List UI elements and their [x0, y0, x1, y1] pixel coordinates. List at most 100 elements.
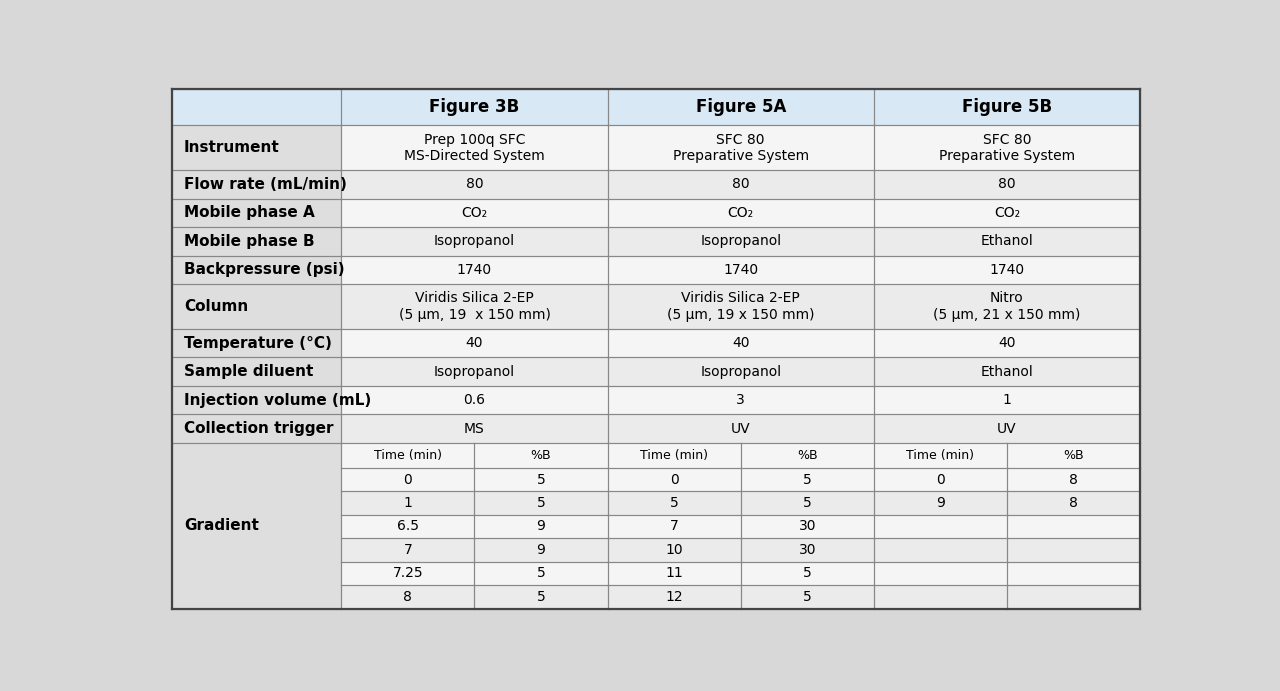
Text: 1: 1 [1002, 393, 1011, 407]
Text: 7: 7 [403, 543, 412, 557]
Bar [342, 443, 475, 468]
Text: 5: 5 [536, 590, 545, 604]
Bar [1007, 538, 1140, 562]
Text: Gradient: Gradient [184, 518, 259, 533]
Bar [741, 443, 874, 468]
Bar [172, 357, 342, 386]
Text: 11: 11 [666, 567, 684, 580]
Bar [342, 198, 608, 227]
Bar [608, 170, 874, 198]
Bar [874, 415, 1140, 443]
Bar [475, 562, 608, 585]
Text: Collection trigger: Collection trigger [184, 421, 333, 436]
Bar [342, 415, 608, 443]
Text: MS: MS [465, 422, 485, 435]
Bar [342, 227, 608, 256]
Bar [1007, 443, 1140, 468]
Bar [342, 585, 475, 609]
Bar [874, 125, 1140, 170]
Bar [608, 538, 741, 562]
Bar [874, 386, 1140, 415]
Bar [1007, 562, 1140, 585]
Text: CO₂: CO₂ [727, 206, 754, 220]
Text: Viridis Silica 2-EP
(5 μm, 19  x 150 mm): Viridis Silica 2-EP (5 μm, 19 x 150 mm) [398, 292, 550, 321]
Bar [874, 256, 1140, 284]
Bar [1007, 515, 1140, 538]
Text: 0.6: 0.6 [463, 393, 485, 407]
Text: 80: 80 [466, 178, 484, 191]
Text: Flow rate (mL/min): Flow rate (mL/min) [184, 177, 347, 192]
Text: 0: 0 [403, 473, 412, 486]
Text: Temperature (°C): Temperature (°C) [184, 336, 332, 351]
Text: SFC 80
Preparative System: SFC 80 Preparative System [940, 133, 1075, 163]
Text: 5: 5 [803, 473, 812, 486]
Bar [874, 468, 1007, 491]
Bar [608, 386, 874, 415]
Text: CO₂: CO₂ [461, 206, 488, 220]
Text: 9: 9 [536, 520, 545, 533]
Bar [741, 538, 874, 562]
Text: 80: 80 [732, 178, 750, 191]
Bar [741, 515, 874, 538]
Bar [172, 329, 342, 357]
Text: Isopropanol: Isopropanol [434, 234, 515, 248]
Bar [608, 415, 874, 443]
Bar [342, 386, 608, 415]
Bar [172, 125, 342, 170]
Text: Sample diluent: Sample diluent [184, 364, 314, 379]
Text: Backpressure (psi): Backpressure (psi) [184, 263, 344, 277]
Bar [608, 585, 741, 609]
Text: Isopropanol: Isopropanol [434, 365, 515, 379]
Bar [741, 562, 874, 585]
Text: 10: 10 [666, 543, 684, 557]
Text: 40: 40 [998, 337, 1016, 350]
Text: 5: 5 [803, 567, 812, 580]
Text: 40: 40 [466, 337, 484, 350]
Text: %B: %B [531, 449, 552, 462]
Text: 5: 5 [536, 473, 545, 486]
Text: 9: 9 [936, 496, 945, 510]
Text: Time (min): Time (min) [374, 449, 442, 462]
Text: 9: 9 [536, 543, 545, 557]
Bar [342, 256, 608, 284]
Bar [342, 491, 475, 515]
Bar [874, 585, 1007, 609]
Bar [608, 125, 874, 170]
Text: Ethanol: Ethanol [980, 234, 1033, 248]
Text: Column: Column [184, 299, 248, 314]
Bar [874, 515, 1007, 538]
Bar [172, 198, 342, 227]
Bar [874, 170, 1140, 198]
Bar [475, 468, 608, 491]
Text: 1: 1 [403, 496, 412, 510]
Text: Injection volume (mL): Injection volume (mL) [184, 392, 371, 408]
Bar [874, 357, 1140, 386]
Text: Isopropanol: Isopropanol [700, 234, 781, 248]
Bar [342, 562, 475, 585]
Text: Figure 3B: Figure 3B [429, 98, 520, 116]
Bar [342, 357, 608, 386]
Text: UV: UV [731, 422, 750, 435]
Text: 1740: 1740 [457, 263, 492, 277]
Bar [172, 284, 342, 329]
Bar [342, 538, 475, 562]
Bar [342, 170, 608, 198]
Bar [475, 515, 608, 538]
Bar [608, 284, 874, 329]
Text: 80: 80 [998, 178, 1016, 191]
Text: Mobile phase B: Mobile phase B [184, 234, 315, 249]
Text: 7.25: 7.25 [393, 567, 424, 580]
Text: Ethanol: Ethanol [980, 365, 1033, 379]
Text: SFC 80
Preparative System: SFC 80 Preparative System [673, 133, 809, 163]
Bar [874, 329, 1140, 357]
Text: 5: 5 [536, 496, 545, 510]
Bar [342, 89, 608, 125]
Bar [874, 538, 1007, 562]
Bar [741, 585, 874, 609]
Bar [874, 198, 1140, 227]
Bar [608, 468, 741, 491]
Bar [608, 227, 874, 256]
Text: 5: 5 [803, 496, 812, 510]
Bar [172, 227, 342, 256]
Bar [874, 491, 1007, 515]
